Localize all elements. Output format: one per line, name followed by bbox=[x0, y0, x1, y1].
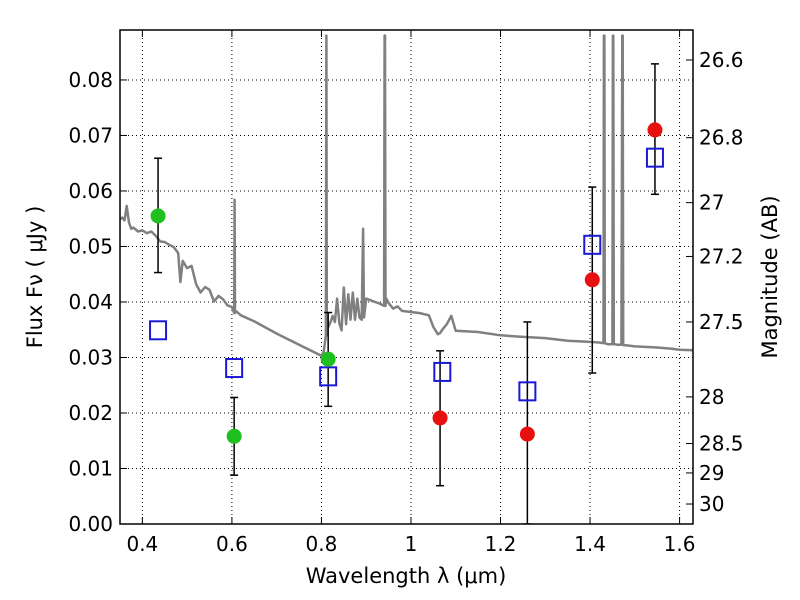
y-tick-label: 0.02 bbox=[68, 401, 113, 425]
right-tick-label: 30 bbox=[699, 492, 724, 516]
x-tick-label: 1 bbox=[405, 532, 418, 556]
square-marker bbox=[225, 358, 244, 379]
square-marker bbox=[319, 366, 338, 387]
right-tick-label: 28 bbox=[699, 385, 724, 409]
y-tick-label: 0.05 bbox=[68, 234, 113, 258]
x-axis-label: Wavelength λ (μm) bbox=[306, 564, 507, 588]
model-spectrum bbox=[120, 34, 693, 358]
right-axis-label: Magnitude (AB) bbox=[758, 195, 782, 358]
square-marker bbox=[583, 234, 602, 255]
green-point bbox=[226, 428, 242, 444]
square-marker bbox=[518, 381, 537, 402]
square-marker bbox=[645, 147, 664, 168]
data-points bbox=[149, 63, 664, 524]
x-tick-label: 0.6 bbox=[216, 532, 248, 556]
y-tick-label: 0.06 bbox=[68, 179, 113, 203]
square-marker bbox=[433, 361, 452, 382]
y-tick-label: 0.04 bbox=[68, 290, 113, 314]
y-tick-label: 0.00 bbox=[68, 512, 113, 536]
y-tick-label: 0.03 bbox=[68, 345, 113, 369]
y-axis-label: Flux Fν ( μJy ) bbox=[23, 206, 47, 349]
red-point bbox=[432, 410, 448, 426]
plot-frame bbox=[119, 29, 694, 525]
red-point bbox=[584, 272, 600, 288]
right-tick-label: 26.6 bbox=[699, 48, 744, 72]
right-tick-label: 27.5 bbox=[699, 310, 744, 334]
right-tick-label: 27 bbox=[699, 191, 724, 215]
y-tick-label: 0.01 bbox=[68, 456, 113, 480]
right-tick-label: 29 bbox=[699, 461, 724, 485]
square-marker bbox=[149, 320, 168, 341]
right-tick-label: 26.8 bbox=[699, 126, 744, 150]
model-spectrum-line bbox=[120, 34, 693, 358]
plot-border bbox=[119, 29, 694, 525]
x-tick-label: 1.4 bbox=[574, 532, 606, 556]
red-point bbox=[647, 122, 663, 138]
x-tick-label: 0.8 bbox=[306, 532, 338, 556]
right-tick-label: 27.2 bbox=[699, 244, 744, 268]
x-tick-label: 1.2 bbox=[485, 532, 517, 556]
red-point bbox=[519, 426, 535, 442]
x-tick-label: 1.6 bbox=[664, 532, 696, 556]
green-point bbox=[150, 208, 166, 224]
green-point bbox=[320, 351, 336, 367]
y-tick-label: 0.07 bbox=[68, 123, 113, 147]
y-tick-label: 0.08 bbox=[68, 68, 113, 92]
tick-labels: 0.4 0.6 0.8 1 1.2 1.4 1.6 0.00 0.01 0.02 0.03 0.04 0… bbox=[68, 30, 744, 556]
x-tick-label: 0.4 bbox=[126, 532, 158, 556]
right-tick-label: 28.5 bbox=[699, 432, 744, 456]
grid bbox=[120, 30, 693, 524]
